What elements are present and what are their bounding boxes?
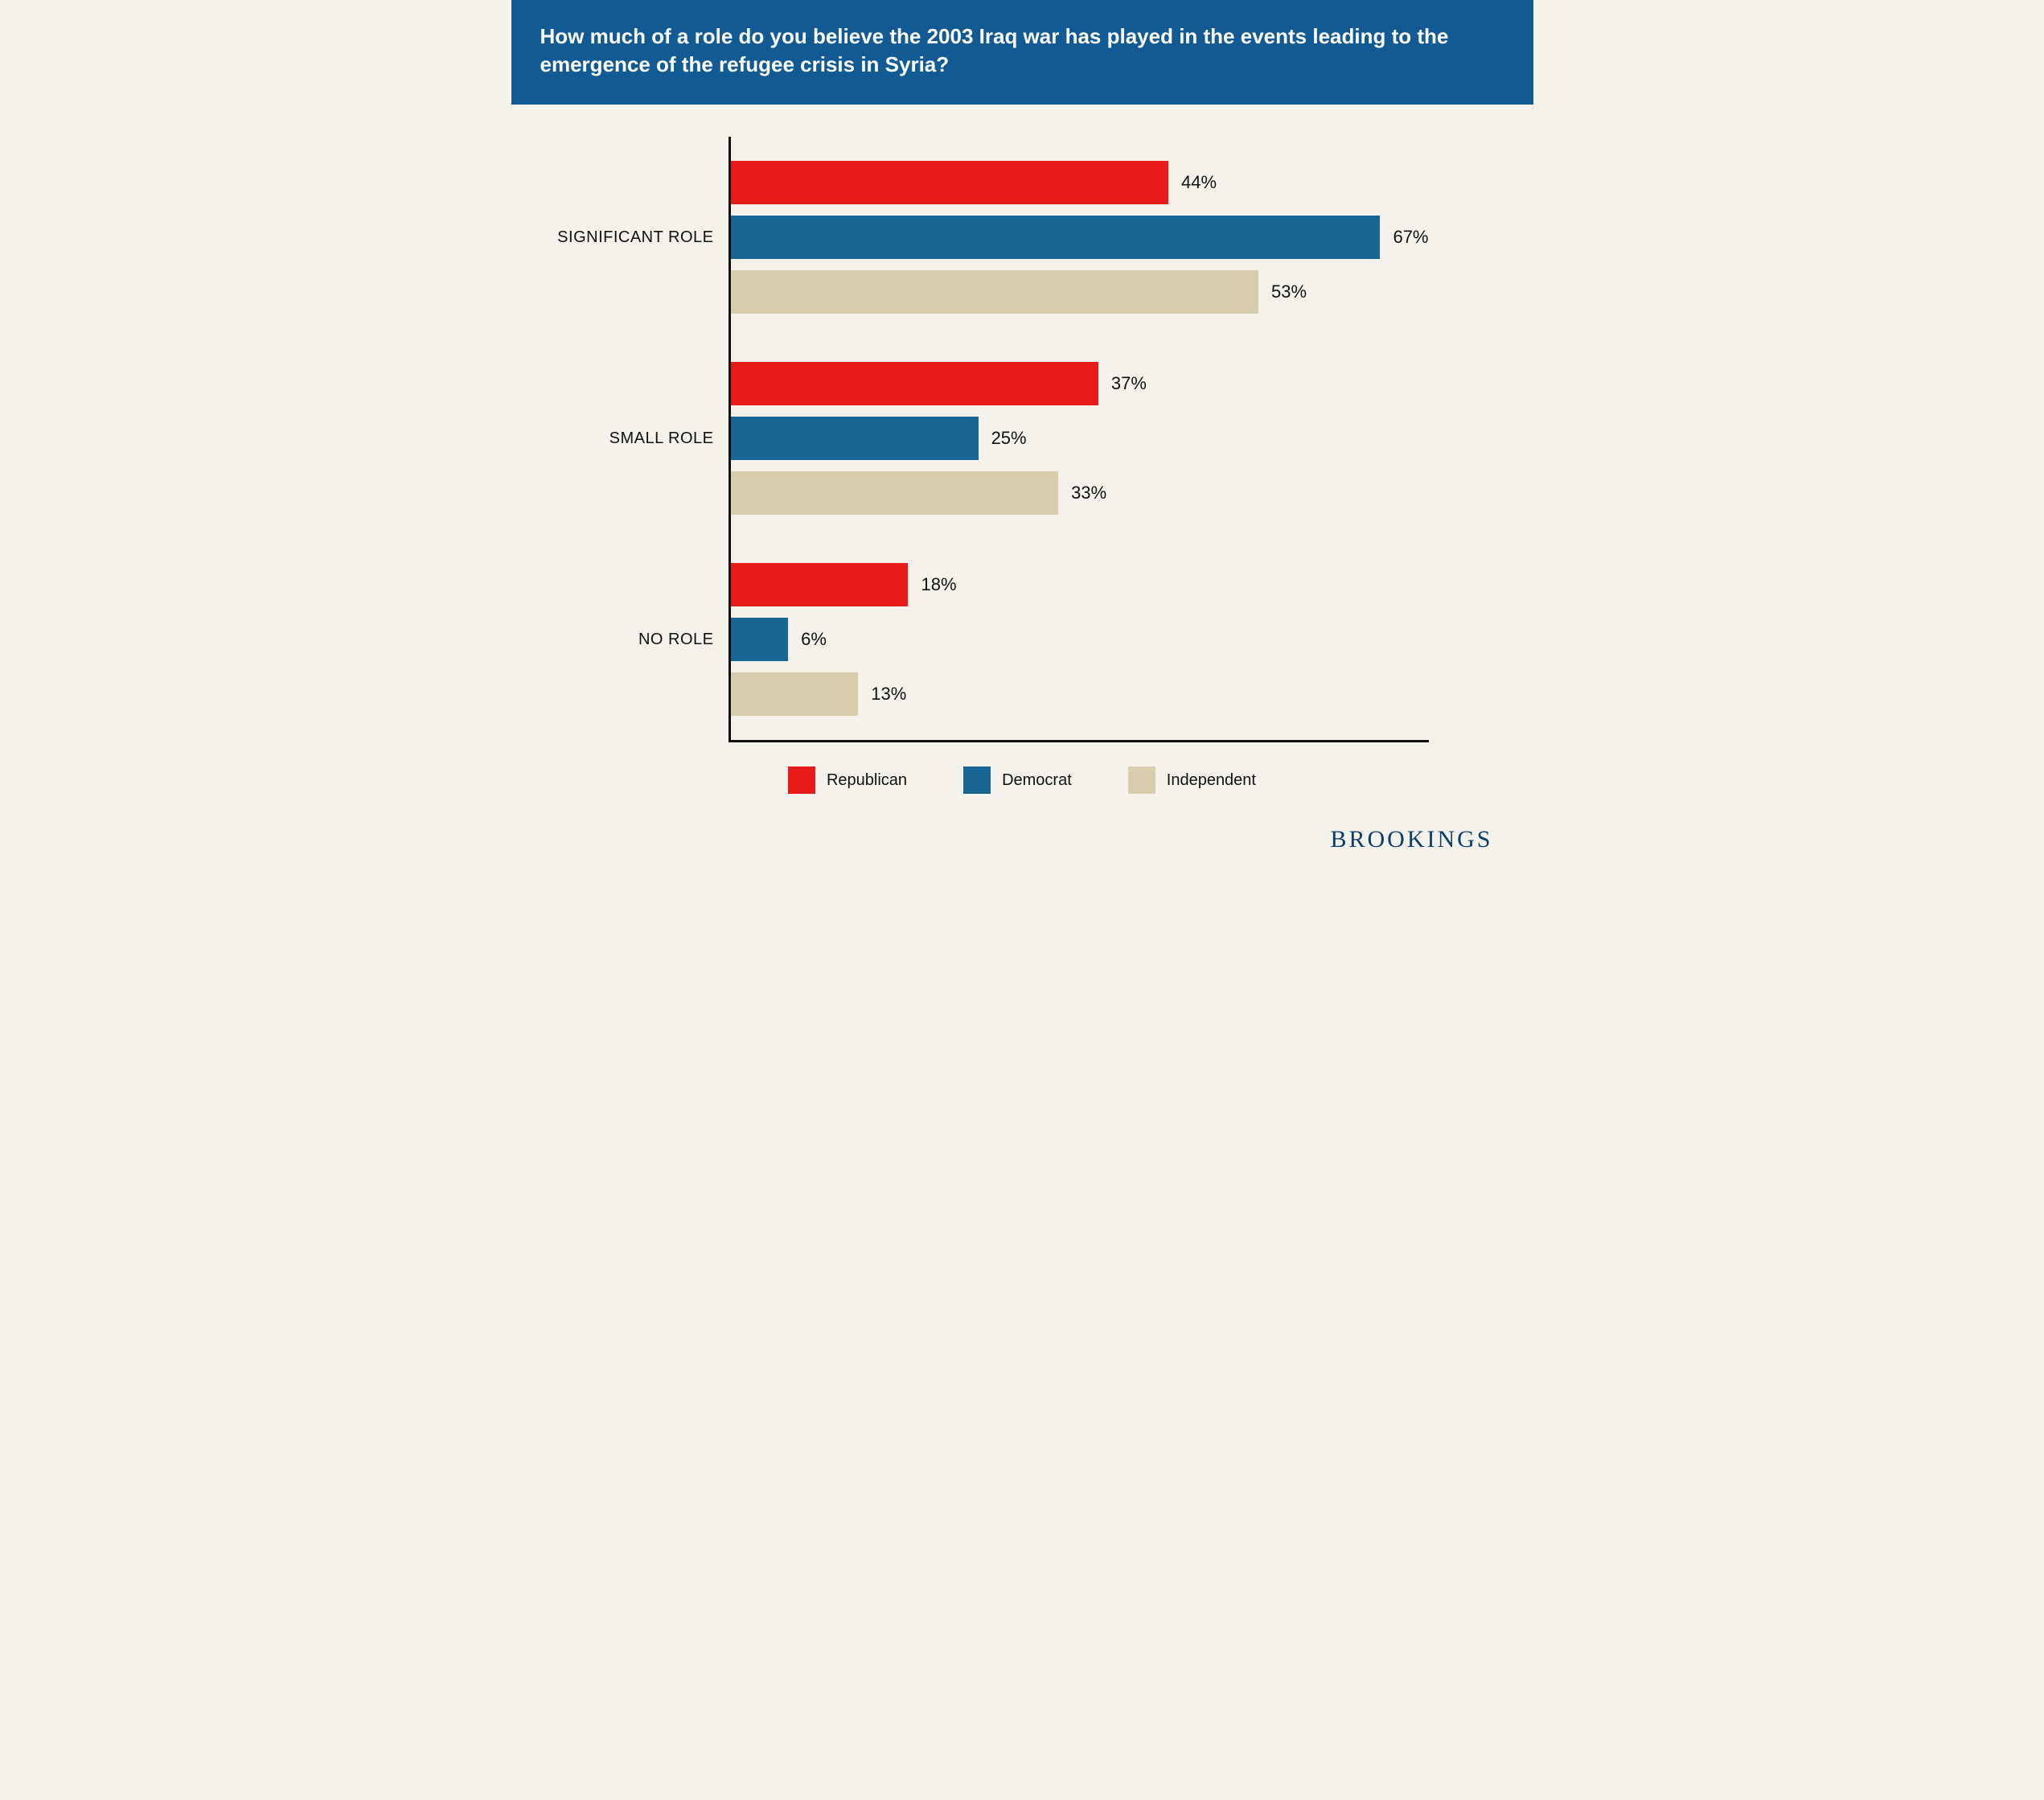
bar bbox=[729, 672, 859, 716]
bar bbox=[729, 270, 1258, 314]
legend-label: Independent bbox=[1167, 771, 1256, 790]
bar-value-label: 25% bbox=[979, 428, 1027, 449]
bar bbox=[729, 563, 909, 606]
bar-row: 37% bbox=[729, 362, 1429, 405]
bar bbox=[729, 471, 1059, 515]
bar-row: 18% bbox=[729, 563, 1429, 606]
bar-row: 67% bbox=[729, 216, 1429, 259]
bar-value-label: 13% bbox=[858, 684, 906, 705]
bar-row: 44% bbox=[729, 161, 1429, 204]
brand-logo: BROOKINGS bbox=[1330, 826, 1492, 853]
bar-group: 37% 25% 33% bbox=[729, 338, 1429, 539]
chart-container: How much of a role do you believe the 20… bbox=[511, 0, 1533, 881]
bar-value-label: 53% bbox=[1258, 282, 1307, 302]
bars-region: 44% 67% 53% 37% 25% 33% 18% 6% 13% bbox=[729, 137, 1493, 740]
bar-row: 6% bbox=[729, 618, 1429, 661]
bar-value-label: 44% bbox=[1168, 172, 1217, 193]
category-label: SMALL ROLE bbox=[552, 338, 729, 539]
bar-value-label: 33% bbox=[1058, 483, 1106, 503]
bar bbox=[729, 618, 789, 661]
bar bbox=[729, 362, 1098, 405]
bar-group: 18% 6% 13% bbox=[729, 539, 1429, 740]
y-axis-labels: SIGNIFICANT ROLESMALL ROLENO ROLE bbox=[552, 137, 729, 740]
legend-item: Democrat bbox=[963, 766, 1072, 794]
chart-area: SIGNIFICANT ROLESMALL ROLENO ROLE 44% 67%… bbox=[511, 105, 1533, 818]
legend-swatch bbox=[1128, 766, 1155, 794]
legend-item: Republican bbox=[788, 766, 907, 794]
bar-row: 33% bbox=[729, 471, 1429, 515]
chart-title: How much of a role do you believe the 20… bbox=[540, 23, 1504, 79]
legend-swatch bbox=[963, 766, 991, 794]
bar-group: 44% 67% 53% bbox=[729, 137, 1429, 338]
bar-row: 53% bbox=[729, 270, 1429, 314]
category-label: NO ROLE bbox=[552, 539, 729, 740]
bar-value-label: 6% bbox=[788, 629, 827, 650]
y-axis-line bbox=[729, 137, 731, 740]
bar-value-label: 37% bbox=[1098, 373, 1147, 394]
bar bbox=[729, 216, 1381, 259]
legend-label: Republican bbox=[827, 771, 907, 790]
legend-item: Independent bbox=[1128, 766, 1256, 794]
bar-row: 13% bbox=[729, 672, 1429, 716]
bar-value-label: 67% bbox=[1380, 227, 1428, 248]
bar bbox=[729, 161, 1168, 204]
footer: BROOKINGS bbox=[511, 818, 1533, 881]
plot: SIGNIFICANT ROLESMALL ROLENO ROLE 44% 67%… bbox=[552, 137, 1493, 740]
legend-swatch bbox=[788, 766, 815, 794]
bar-row: 25% bbox=[729, 417, 1429, 460]
bar-value-label: 18% bbox=[908, 574, 956, 595]
legend-label: Democrat bbox=[1002, 771, 1072, 790]
category-label: SIGNIFICANT ROLE bbox=[552, 137, 729, 338]
chart-header: How much of a role do you believe the 20… bbox=[511, 0, 1533, 105]
legend: Republican Democrat Independent bbox=[552, 742, 1493, 802]
bar bbox=[729, 417, 979, 460]
